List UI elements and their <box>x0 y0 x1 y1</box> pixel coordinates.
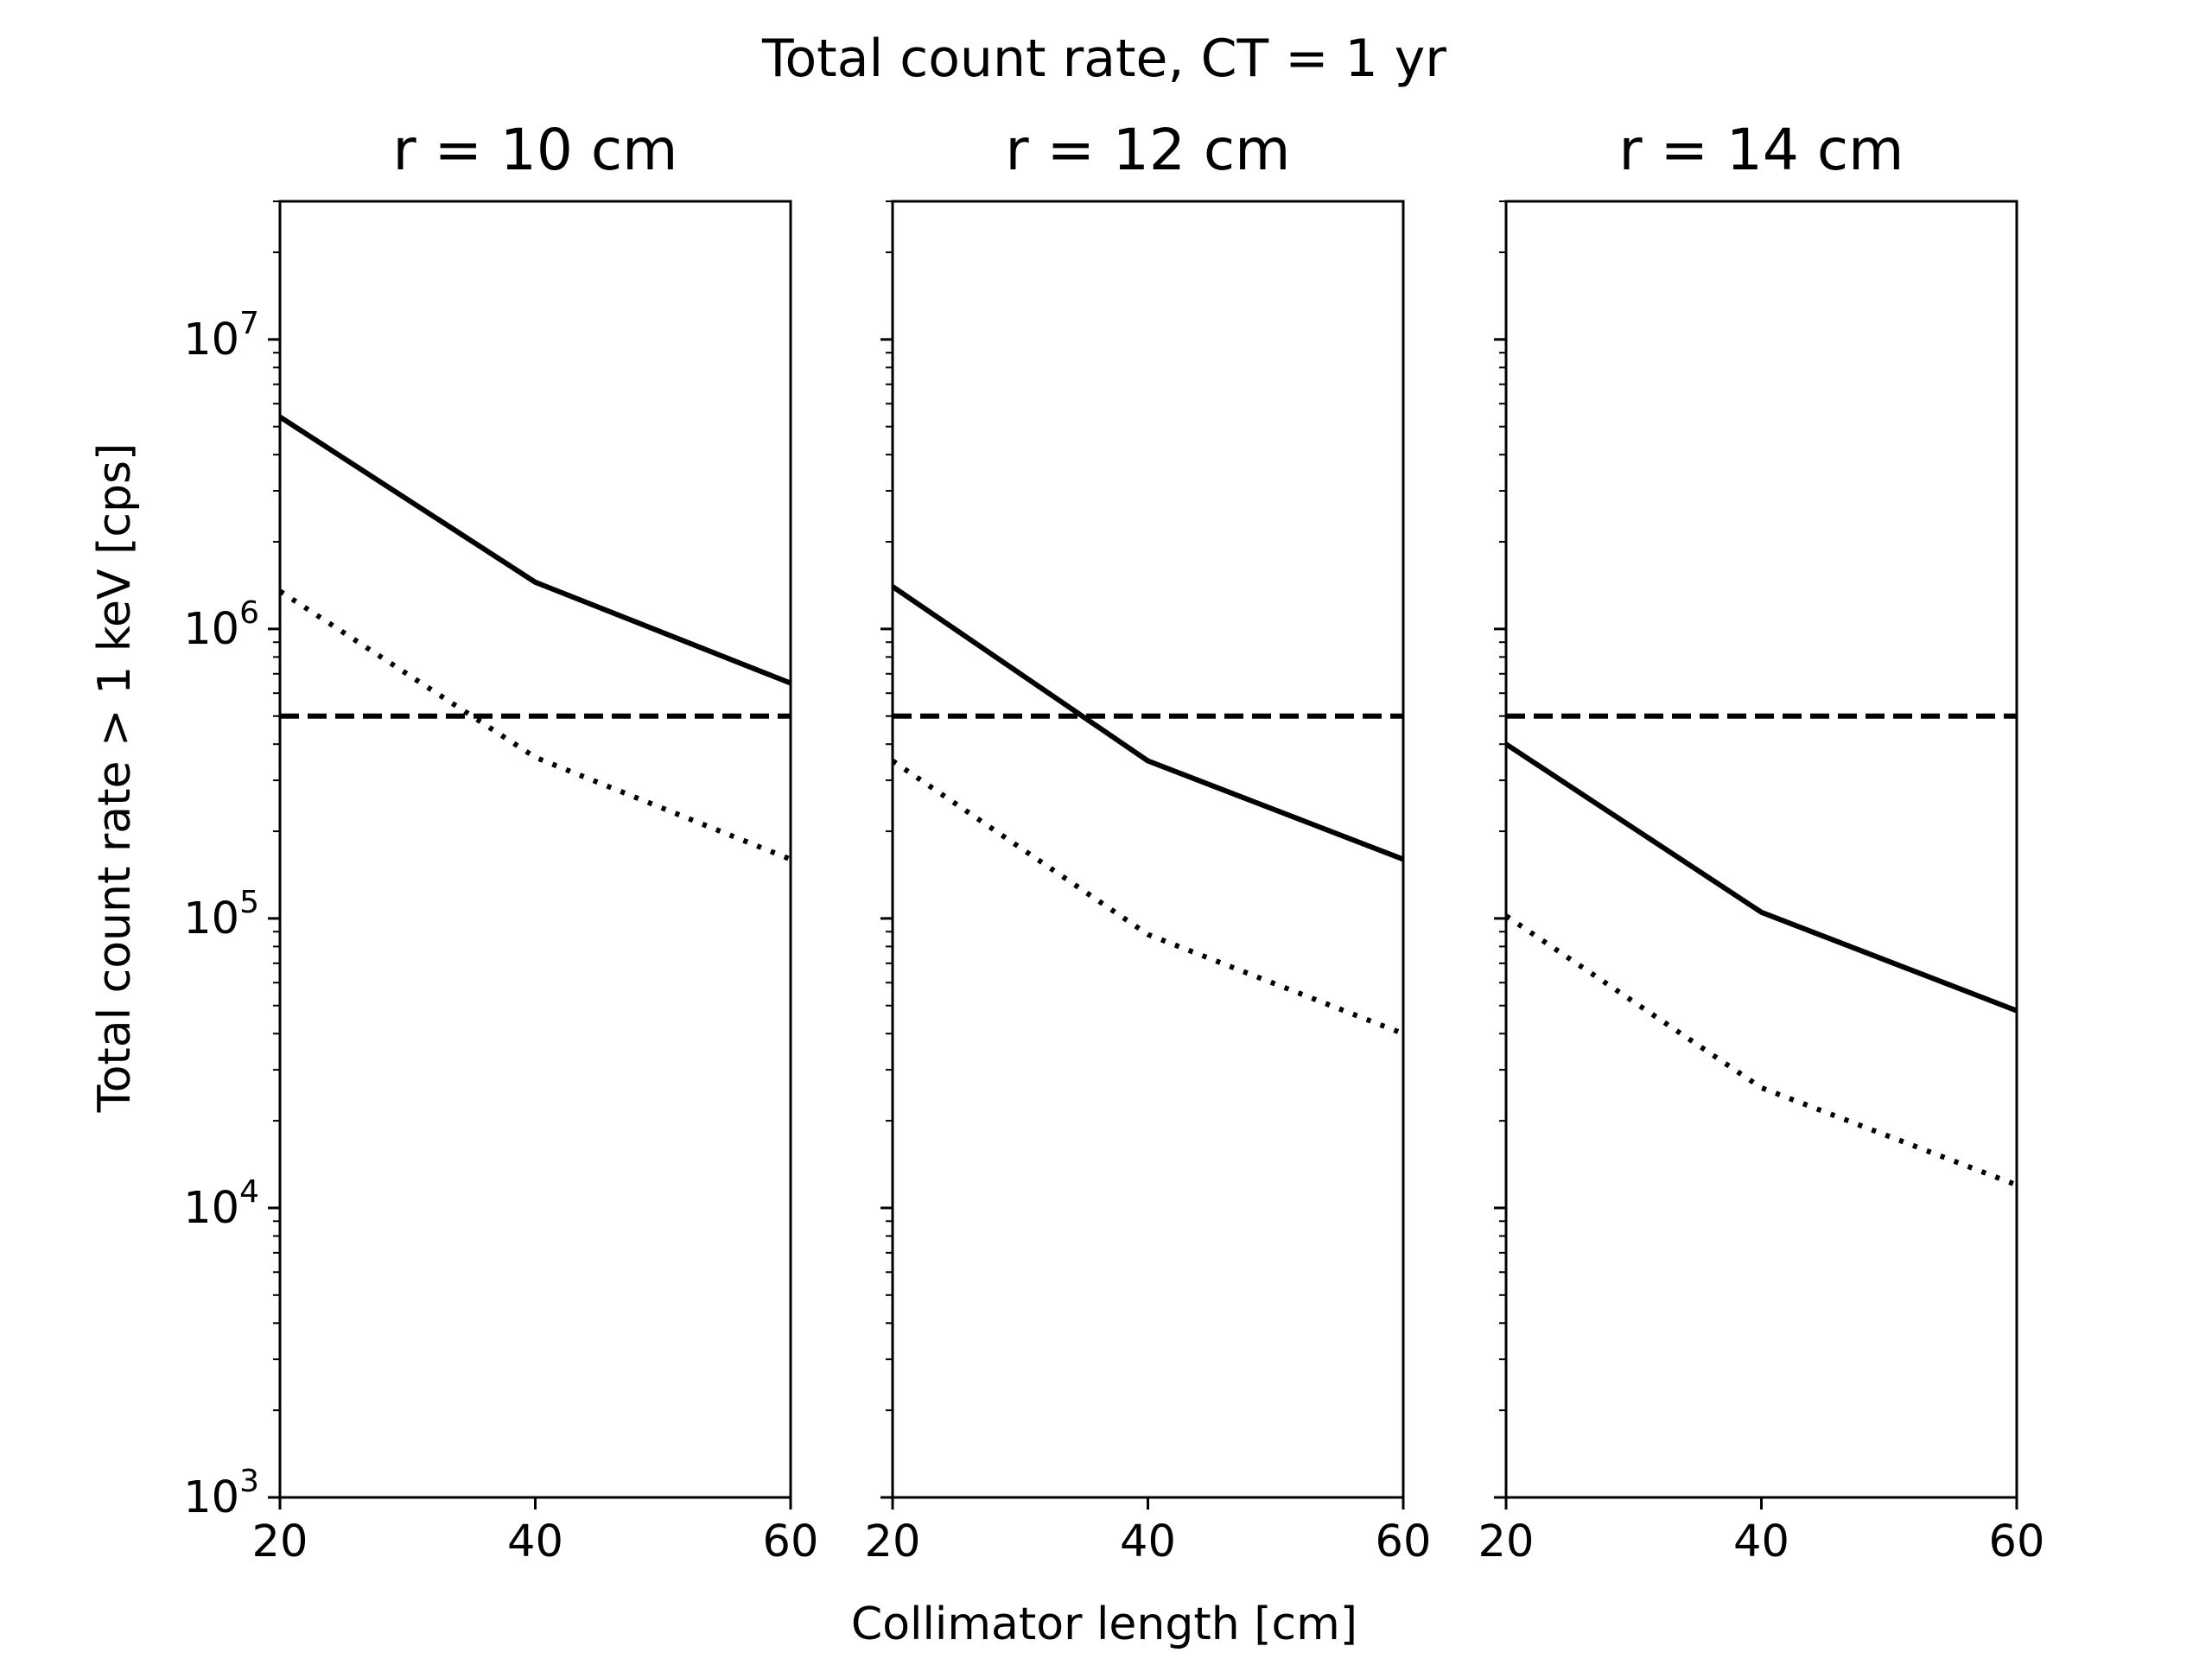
y-axis-label: Total count rate > 1 keV [cps] <box>89 443 141 1114</box>
x-tick-label: 40 <box>507 1516 563 1567</box>
y-tick-label: 105 <box>183 885 259 944</box>
subplot-title: r = 10 cm <box>393 117 678 183</box>
x-tick-label: 60 <box>763 1516 819 1567</box>
axes-frame <box>891 200 1405 1499</box>
series-line-solid <box>1506 741 2017 1014</box>
axes-frame <box>278 200 792 1499</box>
y-tick-label: 106 <box>183 595 259 655</box>
figure-title: Total count rate, CT = 1 yr <box>761 29 1446 89</box>
subplot-2: r = 12 cm 20 40 60 <box>865 117 1432 1567</box>
series-line-dotted <box>1506 913 2017 1188</box>
series-line-solid <box>893 584 1403 862</box>
series-line-dotted <box>893 759 1403 1037</box>
subplot-title: r = 14 cm <box>1619 117 1904 183</box>
x-tick-label: 20 <box>252 1516 308 1567</box>
x-tick-label: 40 <box>1120 1516 1176 1567</box>
x-tick-label: 60 <box>1989 1516 2045 1567</box>
series-line-dotted <box>280 588 791 862</box>
x-tick-label: 20 <box>1478 1516 1535 1567</box>
y-tick-label: 103 <box>183 1464 259 1523</box>
x-tick-label: 20 <box>865 1516 921 1567</box>
subplot-title: r = 12 cm <box>1006 117 1291 183</box>
subplot-3: r = 14 cm 20 40 60 <box>1478 117 2045 1567</box>
subplots: r = 10 cm 20 40 60 103 104 105 106 107 r = 12 cm 2… <box>183 117 2044 1567</box>
x-tick-label: 40 <box>1733 1516 1789 1567</box>
y-tick-label: 104 <box>183 1174 259 1234</box>
subplot-1: r = 10 cm 20 40 60 103 104 105 106 107 <box>183 117 818 1567</box>
x-axis-label: Collimator length [cm] <box>851 1599 1357 1650</box>
axes-frame <box>1504 200 2018 1499</box>
x-tick-label: 60 <box>1376 1516 1432 1567</box>
y-tick-label: 107 <box>183 306 259 365</box>
series-line-solid <box>280 414 791 686</box>
